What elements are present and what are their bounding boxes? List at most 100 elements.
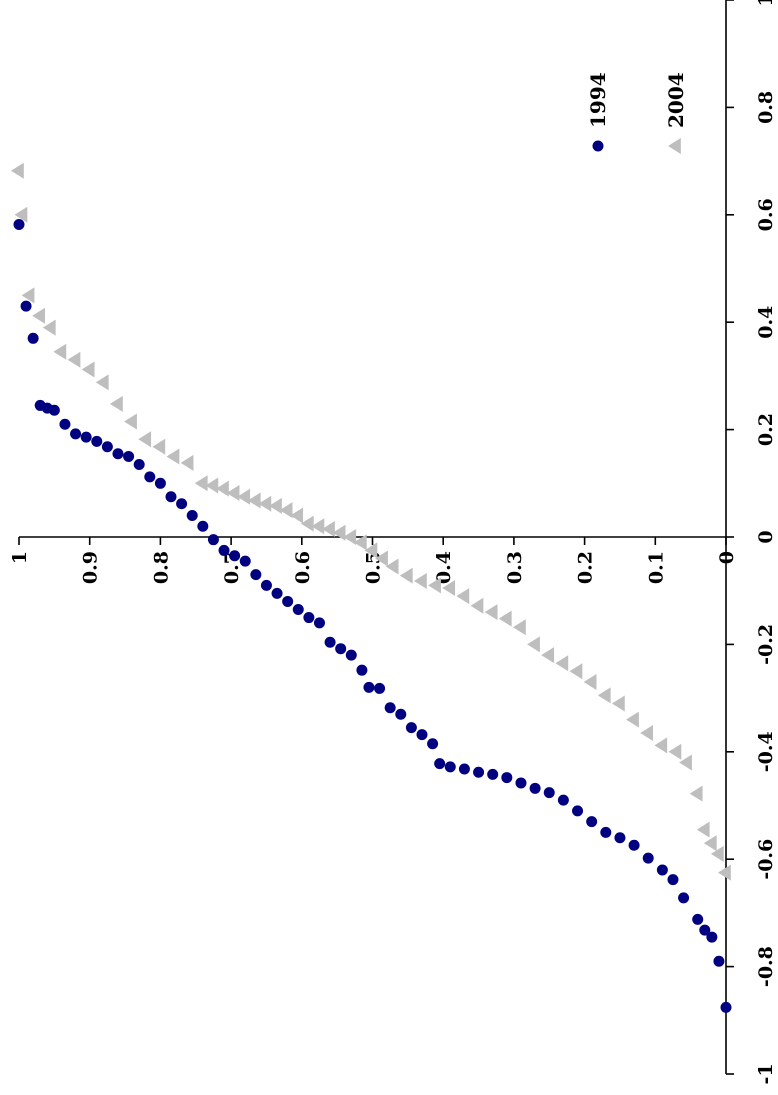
data-point-1994 <box>557 794 569 806</box>
data-point-2004 <box>353 534 367 551</box>
data-point-2004 <box>555 655 569 672</box>
data-point-2004 <box>413 573 427 590</box>
data-point-1994 <box>34 399 46 411</box>
data-point-2004 <box>166 448 180 465</box>
data-point-1994 <box>144 471 156 483</box>
data-point-1994 <box>112 448 124 460</box>
data-point-1994 <box>165 491 177 503</box>
y-tick-label: -0.2 <box>755 624 777 665</box>
data-point-2004 <box>247 492 261 509</box>
data-point-1994 <box>473 766 485 778</box>
data-point-1994 <box>229 550 241 562</box>
legend-label-2004: 2004 <box>664 72 688 128</box>
y-tick-label: -0.8 <box>755 946 777 987</box>
data-point-1994 <box>667 874 679 886</box>
data-point-2004 <box>456 588 470 605</box>
data-point-2004 <box>205 477 219 494</box>
data-point-2004 <box>470 597 484 614</box>
data-point-1994 <box>405 722 417 734</box>
data-point-1994 <box>250 569 262 581</box>
data-point-2004 <box>385 558 399 575</box>
data-point-2004 <box>67 351 81 368</box>
x-tick-label: 0.6 <box>292 551 314 584</box>
data-point-1994 <box>363 681 375 693</box>
data-point-2004 <box>279 502 293 519</box>
data-point-1994 <box>706 931 718 943</box>
data-point-2004 <box>53 343 67 360</box>
data-point-1994 <box>416 729 428 741</box>
y-tick-label: 1 <box>755 0 777 7</box>
legend-marker-1994 <box>592 140 604 152</box>
data-point-1994 <box>197 520 209 532</box>
data-point-2004 <box>332 524 346 541</box>
data-point-1994 <box>239 555 251 567</box>
data-point-2004 <box>322 520 335 537</box>
x-tick-label: 1 <box>9 551 31 564</box>
data-point-2004 <box>343 529 357 545</box>
data-point-2004 <box>216 480 229 497</box>
data-point-1994 <box>91 435 103 447</box>
data-point-2004 <box>428 577 441 594</box>
data-point-1994 <box>374 682 386 694</box>
x-tick-label: 0.4 <box>433 551 455 584</box>
data-point-1994 <box>586 816 598 828</box>
data-point-1994 <box>395 708 407 720</box>
data-point-2004 <box>718 864 731 881</box>
data-point-2004 <box>21 287 35 304</box>
data-point-2004 <box>583 673 597 690</box>
data-point-2004 <box>679 754 692 771</box>
data-point-1994 <box>292 603 304 615</box>
data-point-2004 <box>258 495 272 512</box>
y-tick-label: 0.8 <box>755 91 777 124</box>
data-point-2004 <box>124 413 137 430</box>
data-point-2004 <box>654 737 668 754</box>
data-point-1994 <box>218 544 230 556</box>
data-point-2004 <box>109 395 123 412</box>
x-tick-label: 0.8 <box>150 551 172 584</box>
data-point-2004 <box>484 604 498 621</box>
data-point-1994 <box>356 664 368 676</box>
data-point-1994 <box>20 300 32 312</box>
data-point-1994 <box>501 772 513 784</box>
chart-axes <box>18 0 734 1075</box>
data-point-2004 <box>364 542 378 559</box>
data-point-1994 <box>427 738 439 750</box>
data-point-1994 <box>303 612 315 624</box>
data-point-2004 <box>152 438 166 455</box>
data-point-2004 <box>300 515 314 532</box>
data-point-1994 <box>335 643 347 655</box>
data-point-1994 <box>13 218 25 230</box>
legend-label-1994: 1994 <box>586 72 610 128</box>
data-point-2004 <box>696 821 710 838</box>
data-point-2004 <box>32 307 46 324</box>
data-point-2004 <box>399 567 413 584</box>
data-point-2004 <box>611 695 625 712</box>
data-point-1994 <box>720 1001 732 1013</box>
data-point-2004 <box>512 619 526 636</box>
y-tick-label: -1 <box>755 1063 777 1084</box>
data-point-2004 <box>290 507 304 524</box>
legend: 1994 2004 <box>586 72 688 154</box>
data-point-2004 <box>14 206 28 223</box>
data-point-1994 <box>600 826 612 838</box>
data-point-2004 <box>703 835 717 852</box>
series-2004 <box>11 162 731 881</box>
data-point-1994 <box>27 332 39 344</box>
y-tick-label: -0.6 <box>755 839 777 880</box>
data-point-1994 <box>186 510 198 522</box>
data-point-2004 <box>311 518 325 535</box>
data-point-1994 <box>123 450 135 462</box>
data-point-1994 <box>543 787 555 799</box>
data-point-2004 <box>194 475 208 492</box>
data-point-2004 <box>81 361 95 378</box>
data-point-2004 <box>626 711 639 728</box>
x-tick-label: 0.2 <box>575 551 597 584</box>
data-point-1994 <box>458 763 470 775</box>
data-point-1994 <box>176 498 188 510</box>
data-point-2004 <box>527 636 540 653</box>
x-tick-label: 0.9 <box>80 551 102 584</box>
data-point-1994 <box>154 477 166 489</box>
data-point-1994 <box>80 431 92 443</box>
data-point-1994 <box>282 595 294 607</box>
